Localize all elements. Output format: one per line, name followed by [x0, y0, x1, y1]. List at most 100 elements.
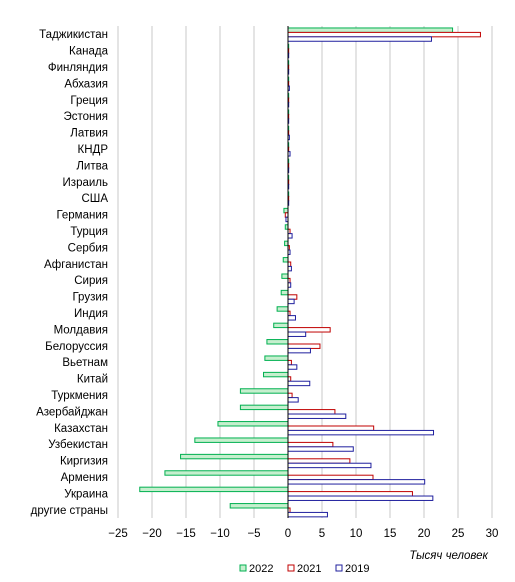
x-tick-label: 15: [384, 528, 397, 540]
category-label: Вьетнам: [62, 357, 108, 369]
category-label: Грузия: [72, 292, 108, 304]
bars: [139, 26, 481, 518]
bar-2022: [266, 339, 289, 345]
bar-2022: [284, 240, 289, 247]
x-tick-label: −10: [210, 528, 230, 540]
x-tick-label: −5: [247, 528, 260, 540]
bar-2019: [287, 331, 307, 337]
category-label: Латвия: [70, 128, 108, 140]
category-label: Армения: [61, 472, 108, 484]
bar-2019: [287, 462, 372, 469]
bar-2019: [287, 397, 299, 403]
bar-2022: [164, 470, 289, 476]
bar-2022: [194, 437, 289, 443]
category-label: США: [81, 193, 108, 205]
category-label: Казахстан: [54, 423, 108, 435]
bar-2022: [180, 453, 289, 460]
legend-label-2019: 2019: [345, 563, 369, 575]
category-label: Канада: [69, 46, 109, 58]
bar-2021: [287, 409, 336, 415]
x-axis-unit-label: Тысяч человек: [409, 550, 488, 562]
bar-2019: [287, 511, 328, 518]
category-label: Украина: [64, 488, 108, 500]
bar-2022: [264, 355, 289, 361]
category-label: Германия: [56, 210, 108, 222]
bar-2021: [287, 474, 374, 481]
bar-2019: [287, 495, 434, 501]
category-label: Таджикистан: [39, 29, 108, 41]
bar-2021: [287, 327, 331, 333]
bar-2021: [287, 343, 321, 349]
category-label: Абхазия: [64, 78, 108, 90]
bar-2019: [287, 446, 354, 452]
bar-2022: [229, 503, 289, 509]
bar-2022: [282, 257, 289, 263]
category-label: Турция: [70, 226, 108, 238]
bar-2022: [217, 421, 289, 427]
category-label: Израиль: [63, 177, 108, 189]
bar-2019: [287, 265, 292, 272]
bar-2021: [287, 392, 293, 399]
bar-2019: [287, 364, 298, 370]
bar-2019: [287, 36, 432, 42]
x-tick-labels: −25 −20 −15 −10 −5 0 5 10 15 20 25 30: [108, 528, 498, 540]
x-tick-label: −20: [142, 528, 162, 540]
bar-2019: [287, 233, 293, 239]
bar-2022: [287, 27, 454, 33]
bar-2022: [283, 207, 289, 214]
category-label: Афганистан: [44, 259, 108, 271]
bar-2019: [287, 347, 311, 354]
legend-swatch-2019: [335, 564, 343, 572]
category-label: Эстония: [63, 111, 108, 123]
bar-2022: [280, 289, 289, 296]
category-label: Финляндия: [48, 62, 108, 74]
category-label: Узбекистан: [48, 439, 108, 451]
category-label: Молдавия: [54, 324, 108, 336]
bar-2022: [139, 486, 289, 493]
category-label: Азербайджан: [36, 406, 108, 418]
category-label: Сирия: [74, 275, 108, 287]
x-tick-label: 30: [486, 528, 499, 540]
bar-2021: [287, 491, 413, 497]
x-tick-label: −25: [108, 528, 128, 540]
category-labels: Таджикистан Канада Финляндия Абхазия Греция Э…: [31, 29, 109, 517]
bar-2022: [273, 322, 289, 329]
legend-label-2022: 2022: [249, 563, 273, 575]
category-label: Китай: [77, 374, 108, 386]
bar-2022: [276, 306, 289, 312]
bar-2019: [287, 315, 296, 321]
bar-2019: [287, 429, 435, 436]
bar-2021: [287, 441, 334, 448]
category-label: другие страны: [31, 505, 108, 517]
gridlines: [117, 26, 493, 518]
x-tick-label: 5: [319, 528, 325, 540]
x-tick-label: 10: [350, 528, 363, 540]
category-label: Сербия: [68, 242, 108, 254]
bar-2022: [281, 273, 289, 279]
bar-2021: [287, 294, 298, 300]
category-label: Туркмения: [51, 390, 108, 402]
bar-2019: [287, 380, 311, 387]
category-label: Литва: [76, 160, 108, 172]
bar-2021: [287, 458, 351, 464]
category-label: Индия: [74, 308, 108, 320]
category-label: Греция: [70, 95, 108, 107]
x-tick-label: 25: [452, 528, 465, 540]
legend-label-2021: 2021: [297, 563, 321, 575]
bar-2021: [287, 31, 481, 38]
bar-2021: [287, 359, 292, 366]
legend-swatch-2022: [239, 564, 247, 572]
bar-2022: [239, 388, 289, 394]
legend-swatch-2021: [287, 564, 295, 572]
x-tick-label: 0: [285, 528, 291, 540]
bar-2021: [287, 425, 375, 431]
bar-2019: [287, 413, 347, 419]
bar-2022: [263, 371, 289, 378]
bar-2019: [287, 479, 426, 485]
x-tick-label: 20: [418, 528, 431, 540]
bar-2022: [239, 404, 289, 411]
bar-2019: [287, 298, 295, 305]
x-tick-label: −15: [176, 528, 196, 540]
category-label: Киргизия: [60, 456, 108, 468]
